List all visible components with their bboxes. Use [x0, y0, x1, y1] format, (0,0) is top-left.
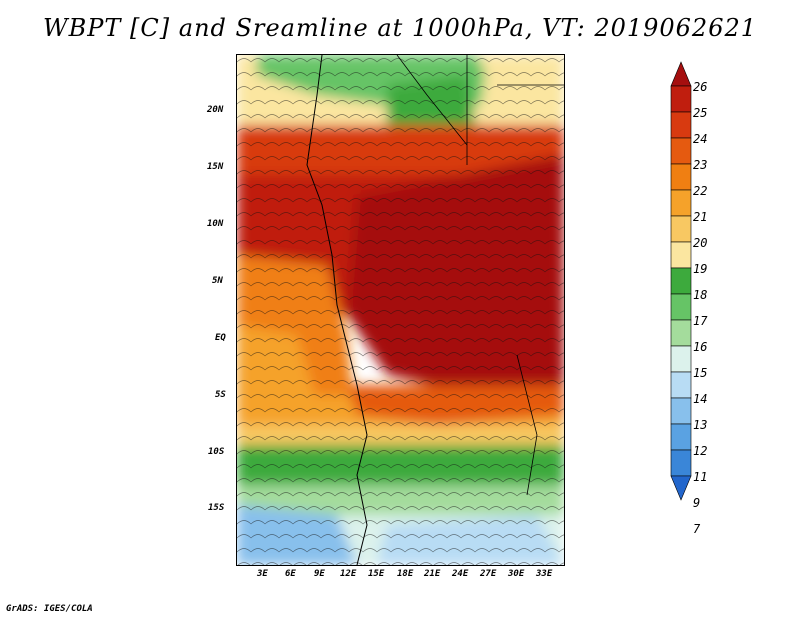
colorbar-segment	[670, 423, 692, 451]
colorbar-segment	[670, 293, 692, 321]
colorbar-segment	[670, 189, 692, 217]
lon-label: 18E	[397, 569, 414, 579]
lon-label: 33E	[536, 569, 553, 579]
colorbar-label: 22	[693, 184, 708, 198]
colorbar-segment	[670, 215, 692, 243]
colorbar-segment	[670, 111, 692, 139]
colorbar-label: 24	[693, 132, 708, 146]
lon-label: 6E	[285, 569, 296, 579]
colorbar	[670, 61, 692, 501]
colorbar-label: 23	[693, 158, 708, 172]
colorbar-segment	[670, 241, 692, 269]
lat-label: 5S	[215, 390, 226, 400]
colorbar-label: 15	[693, 366, 708, 380]
lat-label: 20N	[207, 105, 224, 115]
colorbar-label: 12	[693, 444, 708, 458]
lon-label: 30E	[508, 569, 525, 579]
lon-label: 9E	[314, 569, 325, 579]
colorbar-label: 25	[693, 106, 708, 120]
colorbar-segment	[670, 345, 692, 373]
colorbar-label: 18	[693, 288, 708, 302]
colorbar-segment	[670, 449, 692, 477]
colorbar-label: 7	[693, 522, 701, 536]
country-borders	[396, 55, 564, 496]
colorbar-label: 17	[693, 314, 708, 328]
lon-label: 24E	[452, 569, 469, 579]
colorbar-label: 19	[693, 262, 708, 276]
colorbar-segment	[670, 85, 692, 113]
map-panel	[236, 54, 565, 566]
colorbar-segment	[670, 397, 692, 425]
colorbar-segment	[670, 137, 692, 165]
colorbar-label: 11	[693, 470, 708, 484]
lat-label: EQ	[215, 333, 226, 343]
colorbar-segment	[670, 371, 692, 399]
lat-label: 10S	[208, 447, 225, 457]
colorbar-top-arrow	[670, 61, 692, 87]
map-title: WBPT [C] and Sreamline at 1000hPa, VT: 2…	[42, 14, 758, 42]
lon-label: 12E	[340, 569, 357, 579]
coastline	[306, 55, 368, 565]
lat-label: 5N	[212, 276, 223, 286]
lon-label: 15E	[368, 569, 385, 579]
colorbar-segment	[670, 267, 692, 295]
wbpt-field	[237, 55, 564, 565]
colorbar-label: 14	[693, 392, 708, 406]
colorbar-label: 26	[693, 80, 708, 94]
lat-label: 15N	[207, 162, 224, 172]
colorbar-label: 9	[693, 496, 701, 510]
colorbar-segment	[670, 163, 692, 191]
colorbar-segment	[670, 319, 692, 347]
colorbar-label: 20	[693, 236, 708, 250]
colorbar-label: 13	[693, 418, 708, 432]
lat-label: 10N	[207, 219, 224, 229]
lon-label: 3E	[257, 569, 268, 579]
colorbar-label: 21	[693, 210, 708, 224]
lon-label: 21E	[424, 569, 441, 579]
lat-label: 15S	[208, 503, 225, 513]
colorbar-label: 16	[693, 340, 708, 354]
colorbar-bottom-arrow	[670, 475, 692, 501]
credit-text: GrADS: IGES/COLA	[6, 604, 93, 614]
lon-label: 27E	[480, 569, 497, 579]
